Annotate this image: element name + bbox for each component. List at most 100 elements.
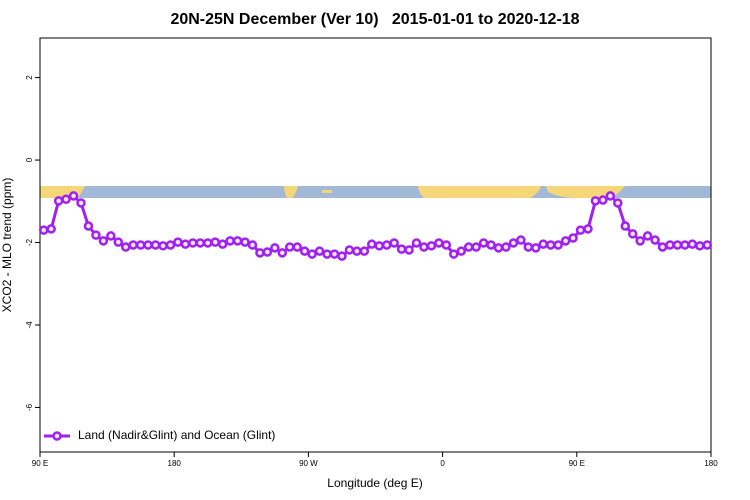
point [575,225,586,235]
x-tick-label: 0 [440,459,445,468]
point [471,242,481,252]
point [165,240,176,250]
point [463,242,474,252]
point [344,245,355,255]
chart-title: 20N-25N December (Ver 10) 2015-01-01 to … [170,11,579,28]
point [61,194,71,204]
point [337,251,347,261]
point [307,249,317,259]
point [150,240,161,250]
point [687,239,698,249]
y-tick-label: -4 [25,321,34,329]
point [411,238,422,248]
point [613,198,623,208]
point [568,233,578,243]
point [695,241,705,251]
point [217,239,228,249]
point [501,242,511,252]
point [627,229,638,239]
point [523,242,534,252]
point [486,240,496,250]
point [665,240,675,250]
point [396,244,407,254]
point [508,238,519,248]
point [434,238,444,248]
point [83,221,94,231]
point [456,246,466,256]
x-axis-label: Longitude (deg E) [327,476,422,490]
point [76,198,86,208]
point [292,242,302,252]
point [352,246,362,256]
point [516,235,526,245]
y-tick-label: -6 [25,403,34,411]
point [478,238,489,248]
point [247,240,258,250]
y-tick-label: 2 [25,75,34,80]
point [120,242,131,252]
point [702,240,713,250]
legend-marker [52,431,62,441]
x-tick-label: 180 [168,459,182,468]
point [225,236,235,246]
point [232,236,243,246]
point [642,231,653,241]
point [680,240,690,250]
point [493,243,504,253]
point [449,249,459,259]
point [560,236,571,246]
point [173,237,183,247]
point [128,240,138,250]
point [657,242,668,252]
point [426,241,437,251]
x-tick-label: 180 [704,459,718,468]
y-axis-label: XCO2 - MLO trend (ppm) [0,178,14,313]
legend-label: Land (Nadir&Glint) and Ocean (Glint) [78,428,275,442]
point [180,239,191,249]
point [203,238,213,248]
point [404,245,414,255]
point [143,240,153,250]
point [441,240,452,250]
point [270,243,280,253]
point [106,231,116,241]
point [381,240,392,250]
point [262,247,273,257]
point [68,191,79,201]
x-tick-label: 90 W [299,459,318,468]
point [359,246,370,256]
point [635,236,645,246]
point [620,221,631,231]
point [322,249,332,259]
y-tick-label: 0 [25,157,34,162]
point [38,225,49,235]
point [188,238,198,248]
point [98,236,109,246]
point [195,238,206,248]
point [46,224,56,234]
point [419,242,429,252]
point [329,249,340,259]
point [583,224,593,234]
point [277,248,288,258]
point [285,242,295,252]
map-strip [40,186,711,198]
point [531,243,541,253]
point [314,246,325,256]
point [299,246,310,256]
point [553,240,563,250]
point [158,241,168,251]
point [367,239,377,249]
point [91,230,101,240]
y-tick-label: -2 [25,238,34,246]
point [53,196,64,206]
point [210,237,220,247]
point [255,248,265,258]
point [605,191,616,201]
x-tick-label: 90 E [569,459,585,468]
point [240,237,250,247]
x-tick-label: 90 E [32,459,48,468]
point [590,196,601,206]
point [538,239,548,249]
